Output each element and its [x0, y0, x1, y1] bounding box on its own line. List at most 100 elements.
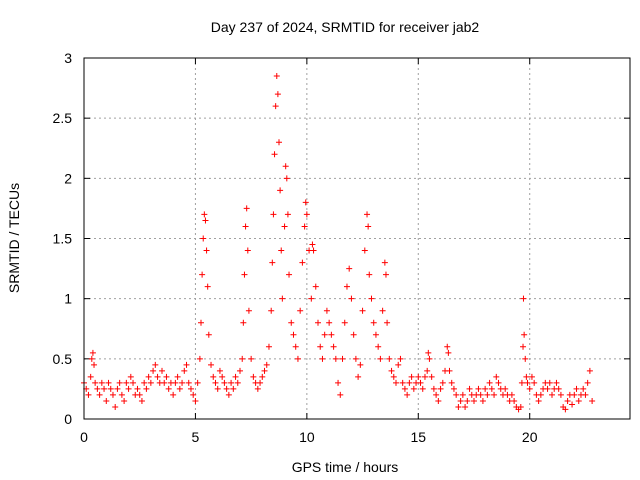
- data-point: [89, 349, 96, 356]
- data-point: [491, 391, 498, 398]
- data-point: [216, 367, 223, 374]
- data-point: [486, 379, 493, 386]
- data-point: [88, 355, 95, 362]
- data-point: [234, 379, 241, 386]
- data-point: [382, 271, 389, 278]
- data-point: [348, 295, 355, 302]
- data-point: [415, 373, 422, 380]
- data-point: [531, 379, 538, 386]
- data-point: [96, 391, 103, 398]
- data-point: [384, 319, 391, 326]
- data-point: [346, 265, 353, 272]
- data-point: [493, 373, 500, 380]
- data-point: [446, 367, 453, 374]
- data-point: [390, 373, 397, 380]
- data-point: [511, 397, 518, 404]
- data-point: [273, 73, 280, 80]
- data-point: [94, 385, 101, 392]
- data-point: [147, 379, 154, 386]
- data-point: [524, 379, 531, 386]
- data-point: [404, 391, 411, 398]
- data-point: [426, 355, 433, 362]
- data-point: [257, 379, 264, 386]
- data-point: [562, 406, 569, 413]
- data-point: [343, 283, 350, 290]
- data-point: [150, 367, 157, 374]
- data-point: [223, 385, 230, 392]
- data-point: [557, 391, 564, 398]
- data-point: [582, 391, 589, 398]
- data-point: [475, 385, 482, 392]
- data-point: [181, 367, 188, 374]
- data-point: [517, 403, 524, 410]
- x-tick-label: 15: [410, 429, 426, 445]
- data-point: [302, 199, 309, 206]
- data-point: [564, 397, 571, 404]
- data-point: [288, 319, 295, 326]
- data-point: [271, 151, 278, 158]
- data-point: [242, 223, 249, 230]
- data-point: [553, 379, 560, 386]
- data-point: [202, 217, 209, 224]
- chart-title: Day 237 of 2024, SRMTID for receiver jab…: [211, 19, 480, 35]
- data-point: [297, 307, 304, 314]
- data-point: [395, 361, 402, 368]
- data-point: [87, 373, 94, 380]
- data-point: [589, 397, 596, 404]
- data-point: [575, 397, 582, 404]
- data-point: [244, 247, 251, 254]
- data-point: [365, 223, 372, 230]
- data-point: [174, 373, 181, 380]
- data-point: [176, 385, 183, 392]
- y-tick-label: 0: [64, 411, 72, 427]
- data-point: [228, 379, 235, 386]
- data-point: [352, 355, 359, 362]
- data-point: [410, 385, 417, 392]
- data-point: [424, 367, 431, 374]
- data-point: [259, 373, 266, 380]
- data-point: [143, 385, 150, 392]
- y-tick-label: 1.5: [53, 231, 73, 247]
- data-point: [98, 379, 105, 386]
- data-point: [200, 235, 207, 242]
- data-point: [339, 355, 346, 362]
- data-point: [269, 259, 276, 266]
- data-point: [355, 373, 362, 380]
- data-point: [127, 373, 134, 380]
- data-point: [299, 259, 306, 266]
- y-tick-label: 0.5: [53, 351, 73, 367]
- x-tick-label: 0: [80, 429, 88, 445]
- data-point: [401, 385, 408, 392]
- data-point: [277, 187, 284, 194]
- data-point: [364, 211, 371, 218]
- data-point: [278, 247, 285, 254]
- data-point: [196, 355, 203, 362]
- data-point: [466, 385, 473, 392]
- data-point: [136, 391, 143, 398]
- x-axis-title: GPS time / hours: [292, 459, 399, 475]
- data-point: [428, 373, 435, 380]
- data-point: [154, 373, 161, 380]
- tick-labels: 0 0.5 1 1.5 2 2.5 3 0 5 10 15 20: [53, 50, 538, 445]
- data-point: [283, 175, 290, 182]
- data-point: [537, 391, 544, 398]
- data-point: [187, 385, 194, 392]
- data-point: [112, 403, 119, 410]
- data-point: [328, 331, 335, 338]
- data-point: [92, 379, 99, 386]
- data-point: [337, 391, 344, 398]
- data-point: [508, 391, 515, 398]
- data-point: [294, 355, 301, 362]
- data-point: [372, 331, 379, 338]
- data-point: [163, 373, 170, 380]
- data-point: [185, 379, 192, 386]
- data-point: [198, 319, 204, 326]
- data-point: [208, 361, 215, 368]
- data-point: [243, 205, 250, 212]
- data-point: [204, 283, 211, 290]
- data-point: [375, 343, 382, 350]
- data-point: [190, 391, 197, 398]
- data-point: [121, 397, 128, 404]
- data-point: [435, 397, 442, 404]
